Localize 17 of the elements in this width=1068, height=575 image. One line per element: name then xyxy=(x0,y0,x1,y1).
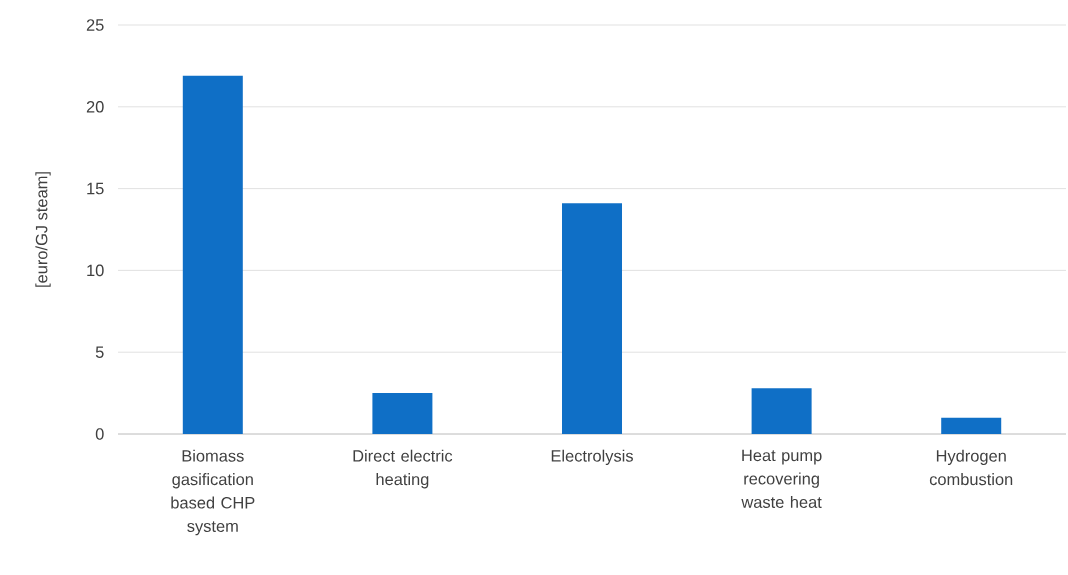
y-tick-label: 20 xyxy=(86,100,104,113)
x-tick-label: Biomass gasification based CHP system xyxy=(171,449,255,536)
x-tick-label: Electrolysis xyxy=(551,449,633,465)
y-tick-label: 10 xyxy=(87,264,104,277)
bar xyxy=(751,388,812,434)
bar xyxy=(182,75,243,434)
y-axis-title: [euro/GJ steam] xyxy=(35,172,51,287)
x-tick-label: Direct electric heating xyxy=(353,449,453,489)
bar xyxy=(372,393,433,434)
x-tick-label: Heat pump recovering waste heat xyxy=(741,449,822,508)
bar xyxy=(941,417,1002,434)
x-tick-label: Hydrogen combustion xyxy=(929,449,1013,486)
y-tick-label: 15 xyxy=(87,182,104,195)
y-tick-label: 25 xyxy=(86,19,104,31)
y-tick-label: 5 xyxy=(95,346,104,358)
bar xyxy=(562,203,622,434)
y-tick-label: 0 xyxy=(95,428,104,440)
